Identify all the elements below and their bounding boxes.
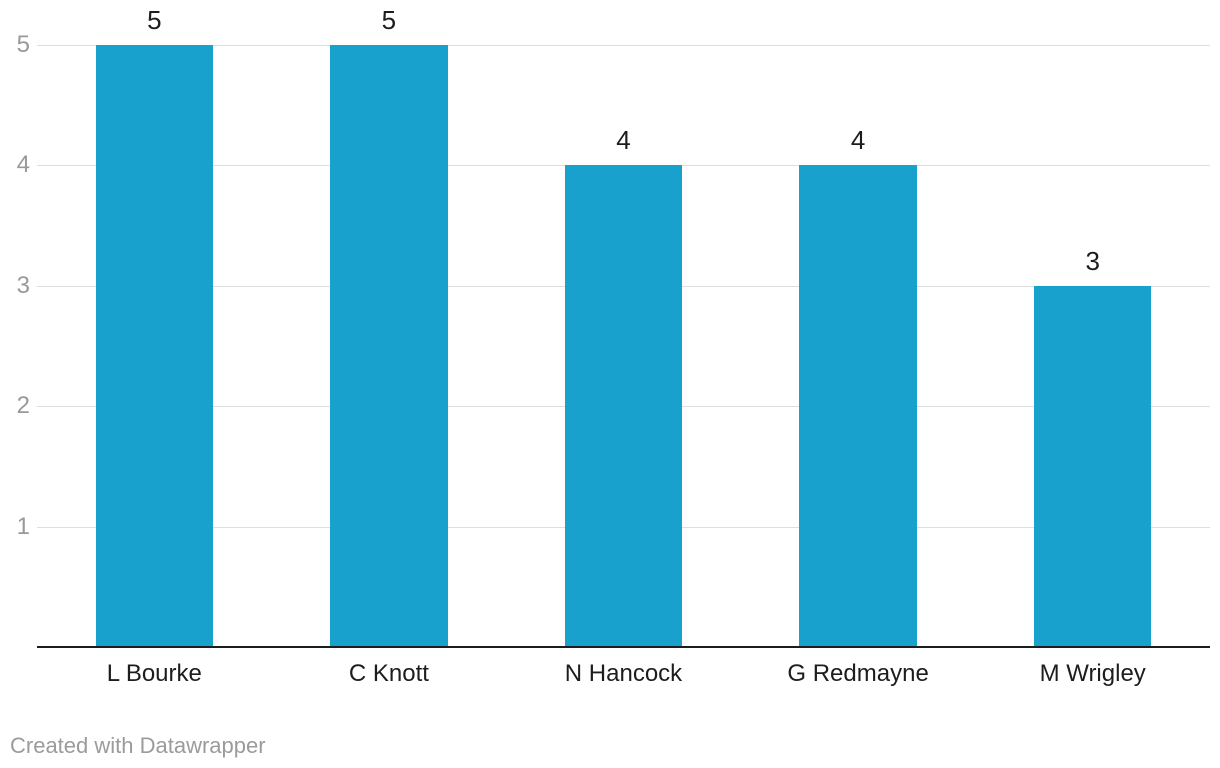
x-axis-label: M Wrigley — [1039, 660, 1146, 687]
bar — [330, 45, 448, 647]
bar-value-label: 5 — [381, 5, 397, 35]
x-axis-label: N Hancock — [564, 660, 683, 687]
bar — [1034, 285, 1152, 647]
plot-area: 5 5 4 4 3 — [37, 7, 1210, 648]
y-tick-label: 2 — [16, 392, 30, 420]
x-axis-label: L Bourke — [106, 660, 202, 687]
x-axis: L Bourke C Knott N Hancock G Redmayne M Wrig… — [37, 660, 1210, 688]
y-tick-label: 1 — [16, 512, 30, 540]
bar-value-label: 5 — [147, 5, 162, 35]
y-tick-label: 5 — [16, 31, 30, 58]
bar — [799, 165, 917, 647]
bar-value-label: 3 — [1085, 245, 1100, 276]
x-axis-label: C Knott — [348, 660, 429, 687]
gridline — [37, 45, 1210, 46]
y-tick-label: 3 — [16, 271, 30, 299]
y-tick-label: 4 — [16, 151, 30, 179]
y-axis: 1 2 3 4 5 — [0, 31, 30, 647]
bar-value-label: 4 — [850, 125, 866, 156]
x-axis-label: G Redmayne — [787, 660, 929, 687]
x-axis-line — [37, 646, 1210, 648]
bar — [95, 45, 213, 647]
bar-value-label: 4 — [616, 125, 631, 156]
attribution-text: Created with Datawrapper — [10, 733, 266, 758]
bar — [564, 165, 683, 647]
